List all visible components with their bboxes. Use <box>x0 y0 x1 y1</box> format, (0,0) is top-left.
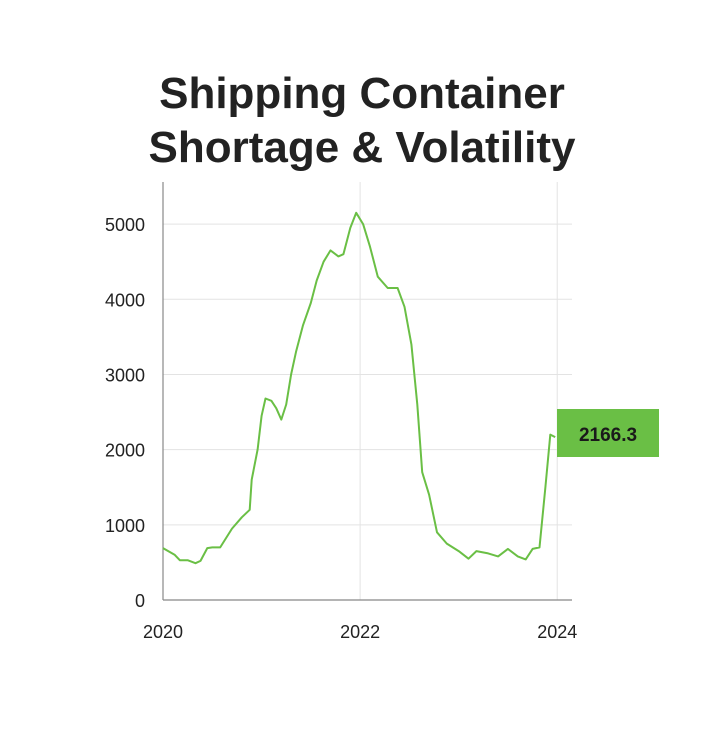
value-label: 2166.3 <box>579 425 637 446</box>
x-tick-label: 2022 <box>340 622 380 642</box>
chart-title: Shipping Container <box>159 69 565 118</box>
value-label-box <box>557 409 659 457</box>
x-tick-label: 2020 <box>143 622 183 642</box>
y-tick-label: 4000 <box>105 290 145 310</box>
y-tick-label: 0 <box>135 591 145 611</box>
y-tick-label: 2000 <box>105 441 145 461</box>
y-tick-label: 1000 <box>105 516 145 536</box>
y-tick-label: 3000 <box>105 365 145 385</box>
x-tick-label: 2024 <box>537 622 577 642</box>
chart-title: Shortage & Volatility <box>148 123 576 172</box>
y-tick-label: 5000 <box>105 215 145 235</box>
line <box>162 211 556 565</box>
